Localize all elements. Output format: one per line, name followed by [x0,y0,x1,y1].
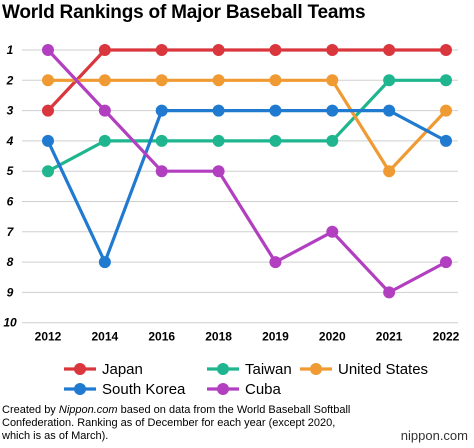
source-name: Nippon.com [58,404,118,416]
data-point [269,256,282,269]
series-group [42,44,452,299]
legend-swatch-dot [310,363,322,375]
data-point [98,74,111,87]
legend-swatch-dot [74,363,86,375]
x-tick-label: 2012 [35,330,62,344]
x-axis-ticks: 2012 2014 2016 2018 2019 2020 2021 2022 [35,330,460,344]
brand-logo: nippon.com [400,428,468,443]
data-point [155,74,168,87]
data-point [269,134,282,147]
legend: Japan Taiwan United States South Korea Cuba [64,361,428,398]
data-point [383,286,396,299]
data-point [42,74,54,87]
legend-label: Cuba [245,381,282,398]
y-tick-label: 5 [7,164,14,178]
data-point [42,134,54,147]
series-line [46,48,446,112]
x-tick-label: 2020 [319,330,346,344]
source-prefix: Created by [2,404,59,416]
data-point [42,44,54,56]
series-cuba [42,44,452,299]
x-tick-label: 2016 [148,330,175,344]
y-tick-label: 6 [7,195,14,209]
series-taiwan [42,74,452,178]
y-tick-label: 8 [7,255,14,269]
data-point [155,165,168,178]
data-point [440,104,452,117]
data-point [155,104,168,117]
data-point [212,74,225,87]
legend-item: Japan [64,361,143,378]
legend-item: Taiwan [207,361,292,378]
data-point [42,165,54,178]
data-point [383,74,396,87]
data-point [383,165,396,178]
legend-item: Cuba [207,381,282,398]
legend-swatch-dot [74,383,86,395]
legend-swatch-dot [217,383,229,395]
y-axis-ticks: 1 2 3 4 5 6 7 8 9 10 [3,43,17,330]
data-point [383,104,396,117]
legend-item: United States [300,361,428,378]
data-point [440,134,452,147]
legend-label: South Korea [102,381,186,398]
data-point [326,44,339,56]
line-chart: 1 2 3 4 5 6 7 8 9 10 2012 2014 2016 2018 2019 2020 2021… [3,43,460,398]
y-tick-label: 4 [6,134,14,148]
x-tick-label: 2019 [262,330,289,344]
series-united-states [42,74,452,178]
source-note: Created by Nippon.com based on data from… [2,404,362,443]
data-point [212,104,225,117]
data-point [98,134,111,147]
legend-label: Japan [102,361,143,378]
series-japan [42,44,452,117]
series-line [46,108,447,264]
legend-label: United States [338,361,428,378]
data-point [155,134,168,147]
data-point [269,74,282,87]
x-tick-label: 2021 [376,330,403,344]
y-tick-label: 10 [3,316,17,330]
x-tick-label: 2022 [433,330,460,344]
data-point [383,44,396,56]
chart-title: World Rankings of Major Baseball Teams [2,2,366,23]
data-point [269,44,282,56]
data-point [98,256,111,269]
legend-swatch-dot [217,363,229,375]
data-point [326,225,339,238]
series-south-korea [42,104,452,269]
source-text: based on data from the World Baseball So… [2,404,351,442]
y-tick-label: 7 [7,225,15,239]
y-tick-label: 1 [7,43,14,57]
legend-item: South Korea [64,381,186,398]
data-point [212,165,225,178]
data-point [98,104,111,117]
data-point [440,44,452,56]
data-point [212,134,225,147]
data-point [269,104,282,117]
y-tick-label: 9 [7,285,14,299]
data-point [440,74,452,87]
y-tick-label: 3 [7,104,14,118]
data-point [440,256,452,269]
series-line [48,78,448,173]
data-point [155,44,168,56]
data-point [326,74,339,87]
series-line [47,78,446,173]
data-point [326,104,339,117]
legend-label: Taiwan [245,361,292,378]
data-point [326,134,339,147]
y-tick-label: 2 [6,73,14,87]
data-point [42,104,54,117]
series-line [46,48,447,294]
data-point [212,44,225,56]
x-tick-label: 2014 [92,330,119,344]
data-point [98,44,111,56]
x-tick-label: 2018 [205,330,232,344]
